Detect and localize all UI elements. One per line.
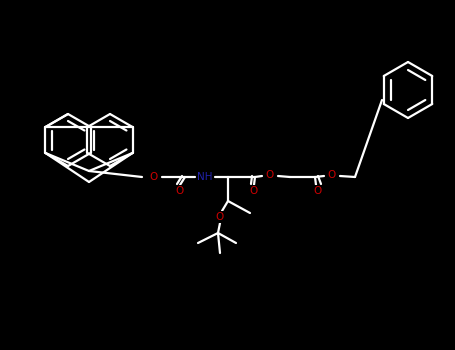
Text: O: O (328, 170, 336, 180)
Text: O: O (175, 186, 183, 196)
Text: O: O (266, 170, 274, 180)
Text: O: O (313, 186, 321, 196)
Text: O: O (249, 186, 257, 196)
Text: NH: NH (197, 172, 213, 182)
Text: O: O (216, 212, 224, 222)
Text: O: O (150, 172, 158, 182)
